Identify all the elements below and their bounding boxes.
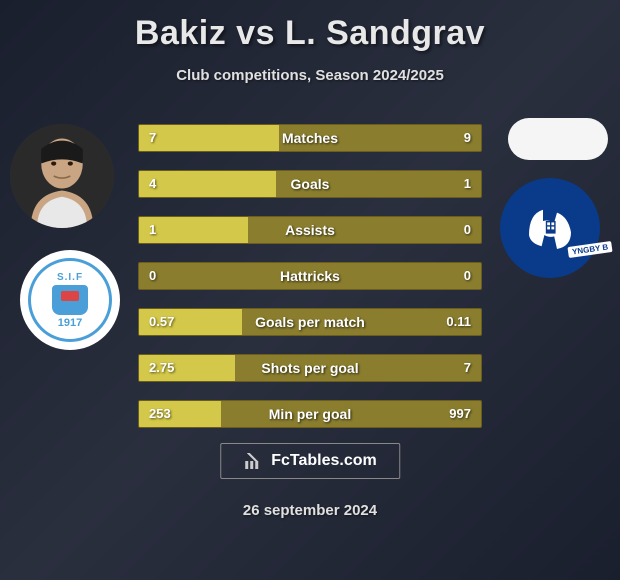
- stat-row: 0 Hattricks 0: [138, 262, 482, 290]
- stat-row: 7 Matches 9: [138, 124, 482, 152]
- page-title: Bakiz vs L. Sandgrav: [0, 0, 620, 53]
- generated-date: 26 september 2024: [0, 502, 620, 519]
- stat-row: 253 Min per goal 997: [138, 400, 482, 428]
- stat-row: 0.57 Goals per match 0.11: [138, 308, 482, 336]
- stat-label: Hattricks: [139, 263, 481, 289]
- club-left-abbrev: S.I.F: [57, 272, 83, 283]
- stat-value-right: 9: [464, 125, 471, 151]
- stat-value-right: 1: [464, 171, 471, 197]
- stat-label: Min per goal: [139, 401, 481, 427]
- stat-row: 1 Assists 0: [138, 216, 482, 244]
- stat-label: Shots per goal: [139, 355, 481, 381]
- club-left-badge-inner: S.I.F 1917: [28, 258, 112, 342]
- player-left-avatar: [10, 124, 114, 228]
- stat-value-right: 0.11: [446, 309, 471, 335]
- stat-label: Assists: [139, 217, 481, 243]
- stat-row: 4 Goals 1: [138, 170, 482, 198]
- player-right-avatar: [508, 118, 608, 160]
- stat-row: 2.75 Shots per goal 7: [138, 354, 482, 382]
- stat-value-right: 7: [464, 355, 471, 381]
- season-subtitle: Club competitions, Season 2024/2025: [0, 67, 620, 84]
- club-right-badge: YNGBY B: [500, 178, 600, 278]
- brand-text: FcTables.com: [271, 452, 377, 470]
- stat-value-right: 0: [464, 217, 471, 243]
- club-left-year: 1917: [58, 317, 82, 329]
- avatar-placeholder-icon: [10, 124, 114, 228]
- brand-chart-icon: [243, 453, 263, 469]
- stats-container: 7 Matches 9 4 Goals 1 1 Assists 0 0 Hatt…: [138, 124, 482, 446]
- club-left-badge: S.I.F 1917: [20, 250, 120, 350]
- stat-label: Goals: [139, 171, 481, 197]
- stat-value-right: 997: [449, 401, 471, 427]
- stat-value-right: 0: [464, 263, 471, 289]
- stat-label: Goals per match: [139, 309, 481, 335]
- club-left-shield-icon: [52, 285, 88, 315]
- stat-label: Matches: [139, 125, 481, 151]
- brand-box[interactable]: FcTables.com: [220, 443, 400, 479]
